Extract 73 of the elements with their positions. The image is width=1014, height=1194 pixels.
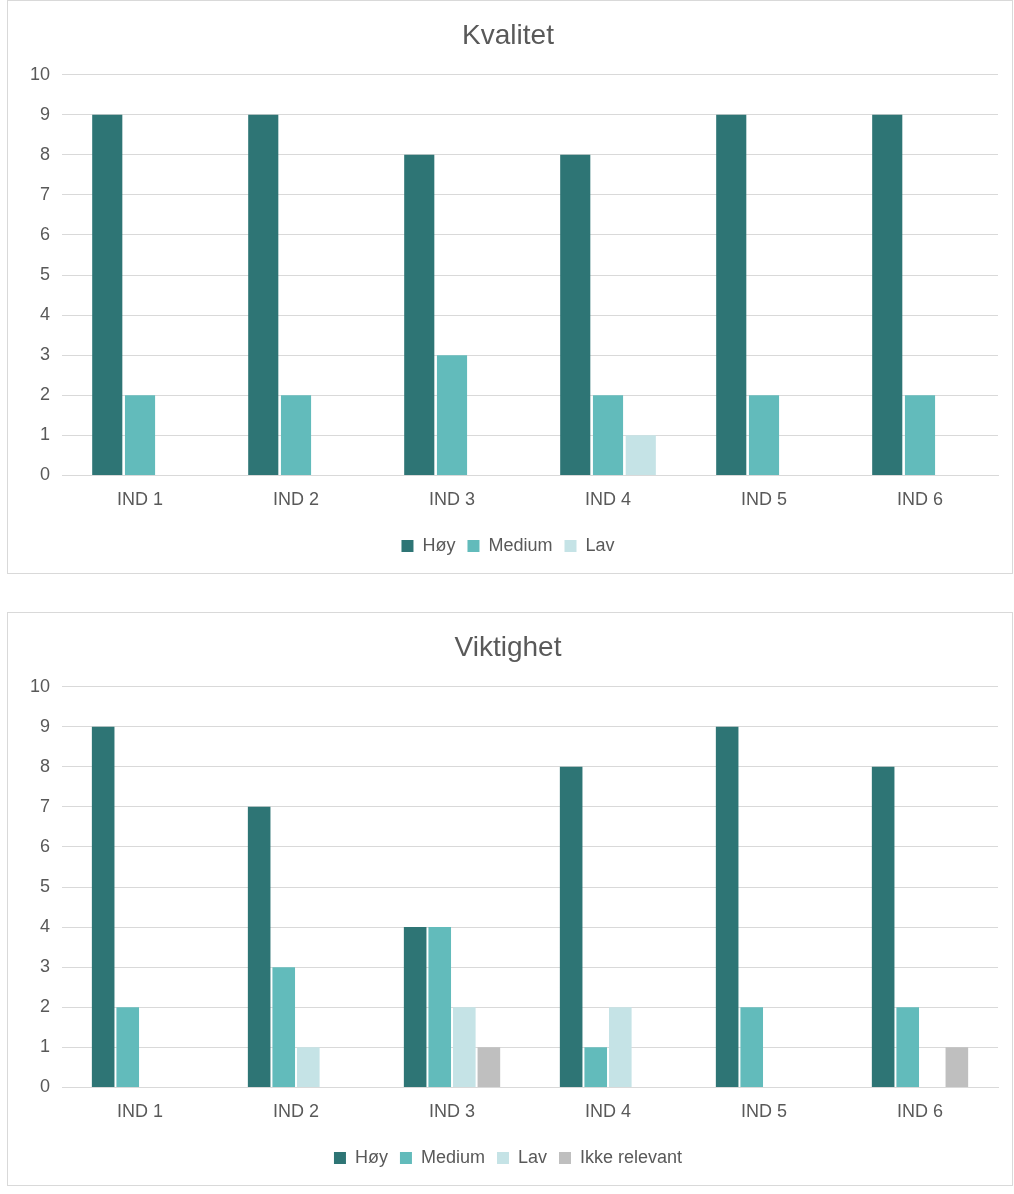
x-tick-label: IND 3 — [429, 1101, 476, 1122]
bar — [871, 766, 895, 1087]
bar — [904, 395, 936, 475]
bar — [91, 726, 115, 1087]
bar — [436, 355, 468, 475]
legend-label: Lav — [517, 1146, 547, 1167]
bar — [280, 395, 312, 475]
x-tick-label: IND 5 — [741, 489, 788, 510]
x-tick-label: IND 3 — [429, 489, 476, 510]
bar — [453, 1007, 476, 1087]
bar — [560, 154, 591, 475]
x-tick-label: IND 1 — [117, 489, 164, 510]
bar — [716, 114, 747, 475]
bar — [477, 1047, 501, 1087]
bar — [297, 1047, 320, 1087]
y-tick-label: 7 — [40, 795, 51, 816]
legend-label: Høy — [354, 1146, 388, 1167]
bar — [247, 806, 271, 1087]
y-tick-label: 9 — [40, 103, 51, 124]
bar — [872, 114, 903, 475]
y-tick-label: 6 — [40, 223, 51, 244]
bar — [248, 114, 279, 475]
y-tick-label: 5 — [40, 875, 51, 896]
y-tick-label: 1 — [40, 1036, 51, 1057]
x-tick-label: IND 4 — [585, 1101, 632, 1122]
legend-label: Høy — [422, 534, 456, 555]
y-tick-label: 0 — [40, 464, 51, 485]
bar — [404, 154, 435, 475]
bar — [715, 726, 739, 1087]
y-tick-label: 2 — [40, 996, 51, 1017]
chart-title: Kvalitet — [462, 18, 555, 50]
y-tick-label: 5 — [40, 263, 51, 284]
bar — [92, 114, 123, 475]
bar — [428, 927, 452, 1087]
legend-label: Medium — [488, 534, 553, 555]
y-tick-label: 4 — [40, 916, 51, 937]
bar — [272, 967, 296, 1087]
y-tick-label: 1 — [40, 424, 51, 445]
bar — [403, 927, 427, 1087]
bar — [584, 1047, 608, 1087]
y-tick-label: 4 — [40, 304, 51, 325]
bar — [116, 1007, 140, 1087]
bar — [625, 435, 656, 475]
bar — [748, 395, 780, 475]
x-tick-label: IND 6 — [896, 489, 944, 510]
x-tick-label: IND 4 — [585, 489, 632, 510]
y-tick-label: 9 — [40, 715, 51, 736]
chart-title: Viktighet — [454, 630, 562, 662]
y-tick-label: 3 — [40, 344, 51, 365]
y-tick-label: 10 — [29, 63, 51, 84]
y-tick-label: 0 — [40, 1076, 51, 1097]
y-tick-label: 8 — [40, 143, 51, 164]
bar — [896, 1007, 920, 1087]
bar — [592, 395, 624, 475]
legend-label: Ikke relevant — [579, 1146, 683, 1167]
legend-label: Lav — [585, 534, 615, 555]
x-tick-label: IND 2 — [273, 489, 320, 510]
y-tick-label: 2 — [40, 384, 51, 405]
x-tick-label: IND 5 — [741, 1101, 788, 1122]
bar — [559, 766, 583, 1087]
x-tick-label: IND 2 — [273, 1101, 320, 1122]
y-tick-label: 6 — [40, 835, 51, 856]
bar — [740, 1007, 764, 1087]
y-tick-label: 8 — [40, 755, 51, 776]
bar — [124, 395, 156, 475]
bar — [608, 1007, 632, 1087]
x-tick-label: IND 6 — [896, 1101, 944, 1122]
bar — [945, 1047, 969, 1087]
y-tick-label: 7 — [40, 183, 51, 204]
y-tick-label: 3 — [40, 956, 51, 977]
x-tick-label: IND 1 — [117, 1101, 164, 1122]
legend-label: Medium — [420, 1146, 485, 1167]
y-tick-label: 10 — [29, 675, 51, 696]
